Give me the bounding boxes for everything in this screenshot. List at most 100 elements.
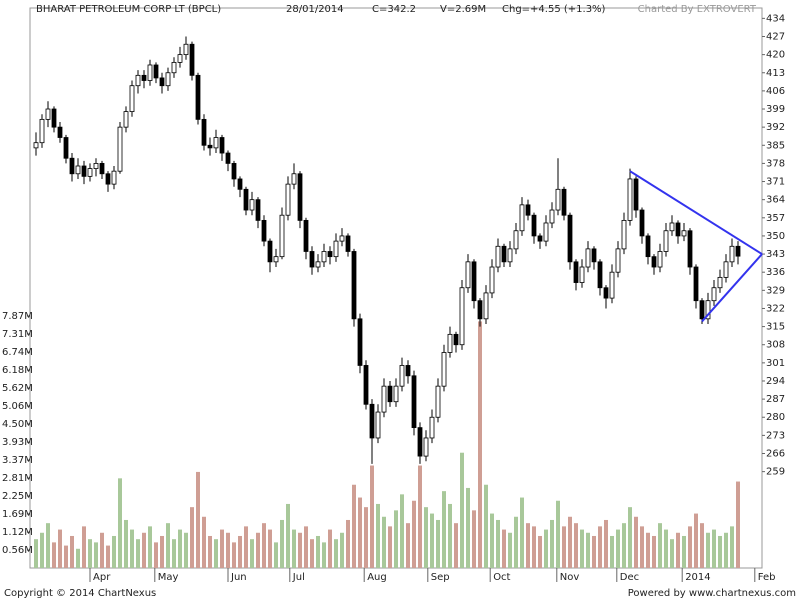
candle-body: [477, 300, 483, 320]
candle-body: [195, 74, 201, 120]
candle-body: [591, 248, 597, 263]
candle-body: [381, 385, 387, 413]
y2-tick-label: 4.50M: [2, 419, 33, 430]
candle-body: [693, 266, 699, 302]
volume-bar: [634, 516, 638, 568]
volume-bar: [244, 526, 248, 568]
volume-bar: [298, 532, 302, 568]
volume-bar: [142, 532, 146, 568]
volume-bar: [328, 529, 332, 568]
volume-bar: [220, 529, 224, 568]
candle-body: [45, 108, 51, 120]
y-tick-label: 308: [766, 340, 785, 351]
volume-bar: [652, 535, 656, 568]
candle-body: [183, 43, 189, 56]
y2-tick-label: 1.12M: [2, 527, 33, 538]
volume-bar: [64, 545, 68, 568]
y2-tick-label: 7.87M: [2, 311, 33, 322]
volume-bar: [184, 532, 188, 568]
volume-bar: [550, 519, 554, 568]
candle-body: [171, 61, 177, 74]
candle-body: [225, 152, 231, 164]
volume-bar: [274, 542, 278, 568]
candle-body: [603, 287, 609, 299]
volume-bar: [310, 539, 314, 568]
header-credit: Charted By EXTROVERT: [638, 4, 757, 15]
volume-bar: [724, 532, 728, 568]
candle-body: [57, 126, 63, 138]
candle-body: [609, 271, 615, 299]
candle-body: [531, 214, 537, 237]
candle-body: [435, 385, 441, 418]
volume-bar: [700, 523, 704, 568]
candle-body: [261, 219, 267, 242]
candle-body: [681, 230, 687, 237]
candle-body: [627, 178, 633, 221]
candle-body: [573, 261, 579, 283]
volume-bar: [94, 542, 98, 568]
candle-body: [39, 118, 45, 144]
candle-body: [417, 427, 423, 457]
volume-bar: [352, 484, 356, 568]
candle-body: [219, 137, 225, 154]
volume-bar: [610, 535, 614, 568]
volume-bar: [496, 519, 500, 568]
candle-body: [705, 300, 711, 320]
volume-bar: [484, 484, 488, 568]
volume-bar: [166, 523, 170, 568]
candle-body: [387, 385, 393, 403]
volume-bar: [730, 526, 734, 568]
candle-body: [327, 251, 333, 258]
candle-body: [237, 178, 243, 190]
volume-bar: [556, 500, 560, 568]
volume-bar: [670, 539, 674, 568]
candle-body: [717, 276, 723, 289]
candle-body: [687, 230, 693, 268]
candle-body: [501, 245, 507, 263]
volume-bar: [286, 503, 290, 568]
volume-bar: [514, 516, 518, 568]
candle-body: [321, 251, 327, 263]
volume-bar: [694, 513, 698, 568]
candle-body: [99, 163, 105, 175]
candle-body: [363, 365, 369, 405]
volume-bar: [460, 452, 464, 568]
y-tick-label: 364: [766, 195, 785, 206]
candle-body: [735, 245, 741, 257]
volume-bar: [532, 526, 536, 568]
volume-bar: [358, 497, 362, 568]
y2-tick-label: 3.37M: [2, 455, 33, 466]
y-tick-label: 357: [766, 213, 785, 224]
candle-body: [243, 188, 249, 211]
candle-body: [453, 333, 459, 346]
volume-bar: [676, 532, 680, 568]
candle-body: [639, 209, 645, 237]
candle-body: [471, 261, 477, 302]
header-close: C=342.2: [372, 4, 416, 15]
volume-bar: [502, 529, 506, 568]
y-tick-label: 413: [766, 68, 785, 79]
x-tick-label: Dec: [620, 572, 639, 583]
y2-tick-label: 2.81M: [2, 473, 33, 484]
candle-body: [267, 240, 273, 263]
y2-tick-label: 0.56M: [2, 545, 33, 556]
candle-body: [285, 183, 291, 216]
candle-body: [561, 188, 567, 216]
candle-body: [93, 163, 99, 169]
volume-bar: [238, 535, 242, 568]
volume-bar: [370, 465, 374, 568]
volume-bar: [388, 526, 392, 568]
volume-bar: [124, 519, 128, 568]
volume-bar: [562, 526, 566, 568]
candle-body: [675, 222, 681, 237]
header-change: Chg=+4.55 (+1.3%): [502, 4, 606, 15]
volume-bar: [106, 545, 110, 568]
candle-body: [297, 173, 303, 221]
candle-body: [309, 251, 315, 268]
volume-bar: [88, 539, 92, 568]
x-tick-label: Jul: [292, 572, 305, 583]
y2-tick-label: 3.93M: [2, 437, 33, 448]
volume-bar: [394, 510, 398, 568]
volume-bar: [58, 529, 62, 568]
volume-bar: [262, 523, 266, 568]
